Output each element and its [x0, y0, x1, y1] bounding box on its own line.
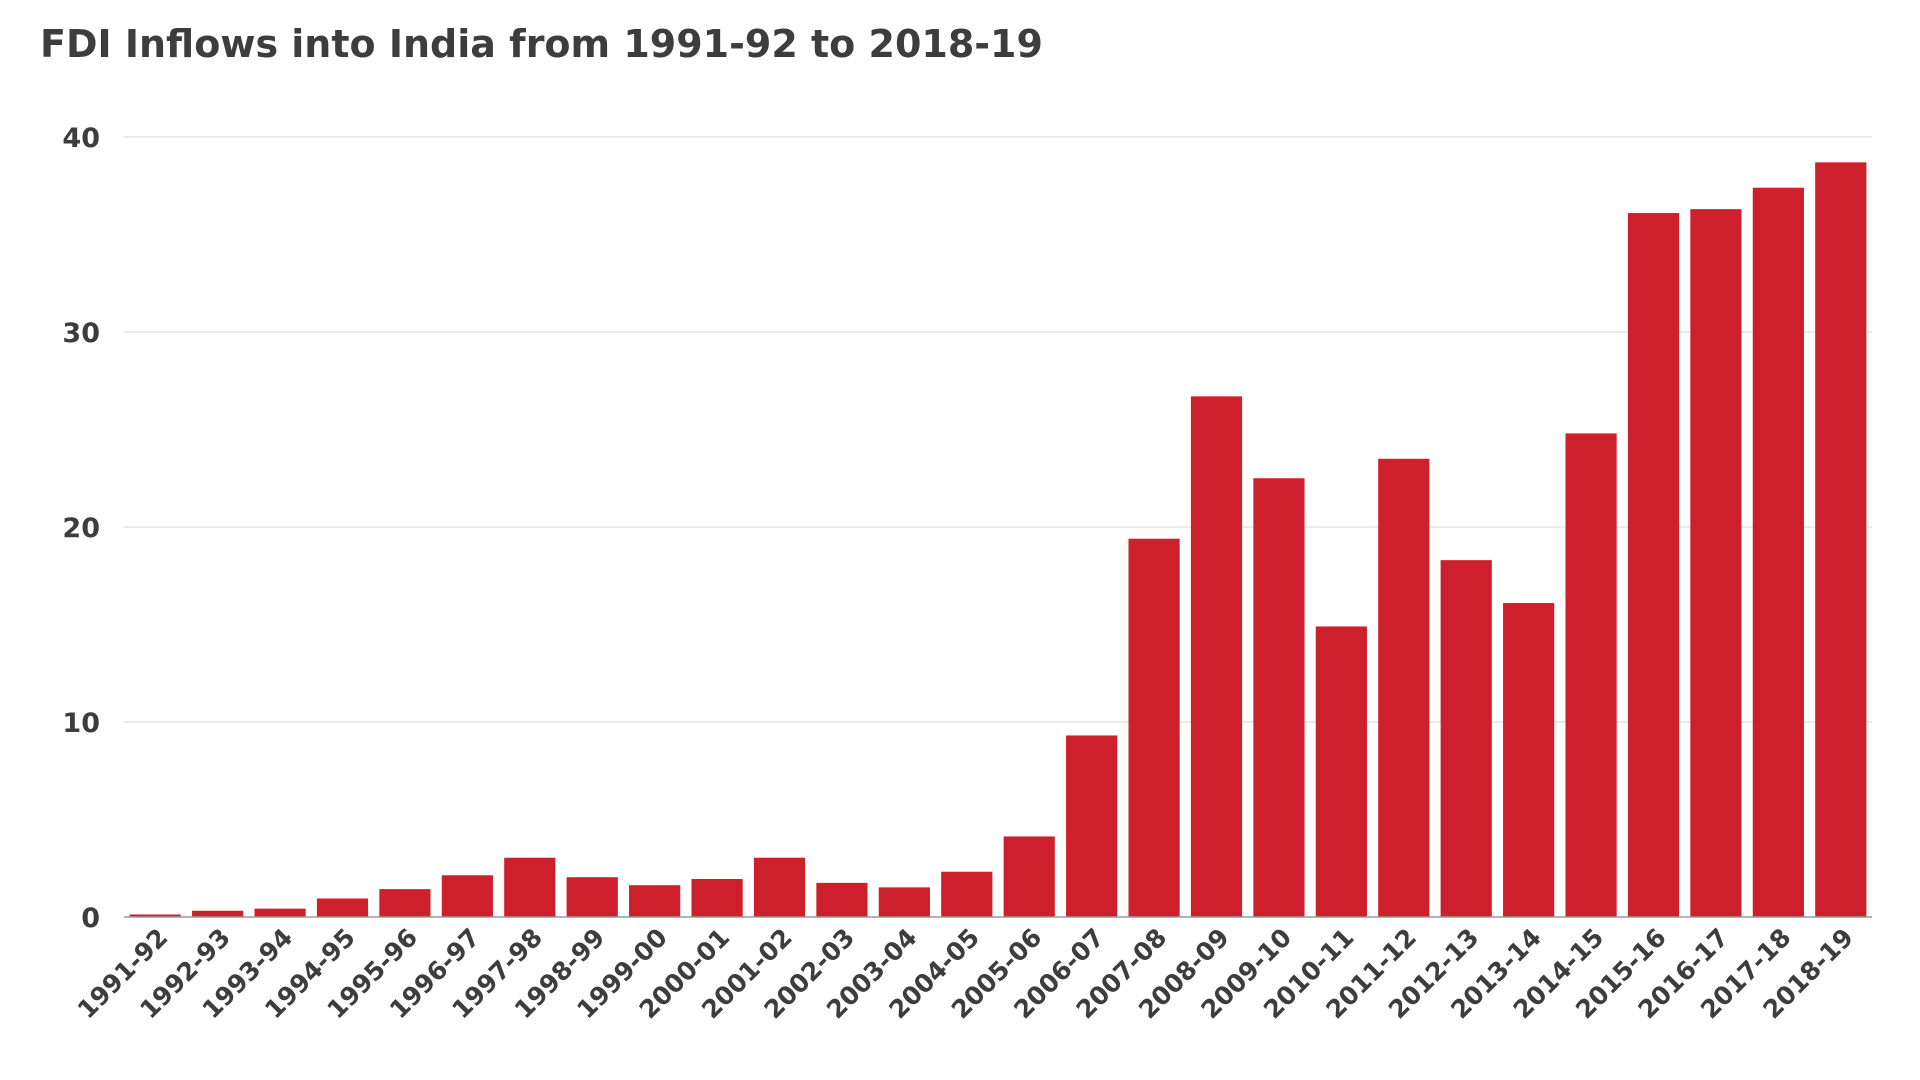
chart-title: FDI Inflows into India from 1991-92 to 2… — [40, 22, 1043, 66]
bar — [1128, 538, 1180, 917]
bar — [1378, 458, 1430, 917]
bar — [504, 857, 556, 917]
bar — [1752, 187, 1804, 917]
bar — [691, 878, 743, 917]
bar — [878, 887, 930, 917]
bar — [441, 875, 493, 917]
y-tick-label: 10 — [62, 708, 100, 739]
bar — [1440, 560, 1492, 917]
y-tick-label: 0 — [81, 903, 100, 934]
bar — [753, 857, 806, 917]
bar — [1253, 478, 1305, 917]
bar — [1815, 162, 1867, 918]
bar — [1190, 396, 1243, 918]
y-axis: 0 10 20 30 40 — [62, 123, 100, 934]
bar — [129, 914, 181, 917]
bar — [1690, 209, 1742, 917]
bar — [566, 877, 618, 917]
bar — [1315, 626, 1367, 917]
bars — [129, 162, 1867, 918]
bar — [192, 910, 244, 917]
bar — [1003, 836, 1055, 917]
bar — [629, 885, 681, 917]
bar — [941, 871, 993, 917]
bar — [379, 889, 431, 917]
y-tick-label: 20 — [62, 513, 100, 544]
y-tick-label: 40 — [62, 123, 100, 154]
bar — [1627, 213, 1680, 918]
bar — [816, 882, 868, 918]
bar — [1565, 433, 1617, 917]
x-axis: 1991-921992-931993-941994-951995-961996-… — [72, 916, 1872, 1024]
bar — [1066, 735, 1118, 917]
bar — [254, 908, 306, 917]
y-tick-label: 30 — [62, 318, 100, 349]
bar — [316, 898, 369, 917]
bar — [1503, 603, 1555, 917]
